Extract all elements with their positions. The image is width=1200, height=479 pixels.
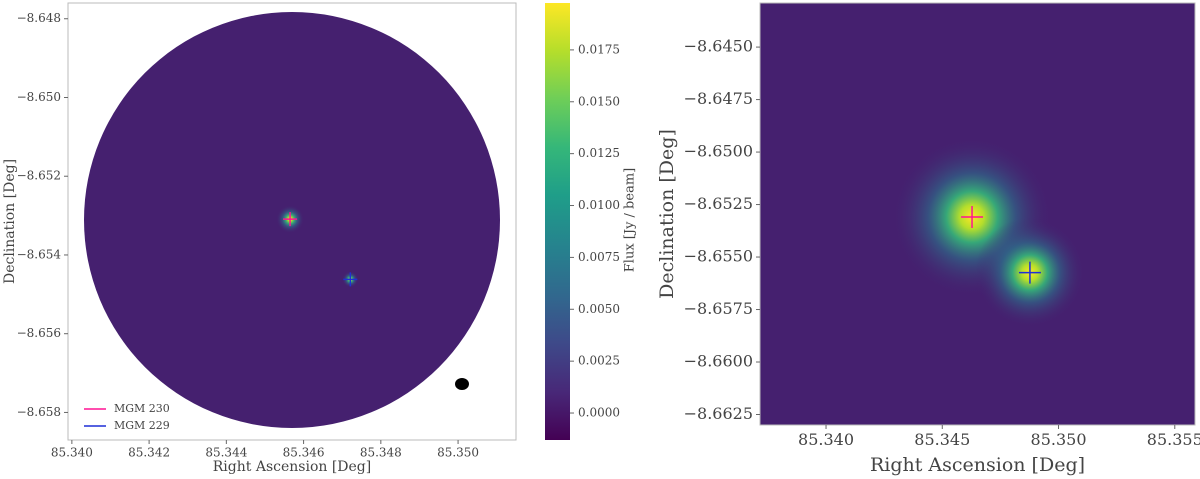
source-marker: [283, 212, 298, 227]
y-tick-label: −8.6475: [684, 89, 753, 108]
y-tick-label: −8.648: [17, 11, 61, 25]
x-axis-label: Right Ascension [Deg]: [870, 454, 1085, 476]
x-tick-label: 85.350: [1031, 430, 1087, 449]
colorbar-tick-label: 0.0100: [578, 198, 620, 212]
x-tick-label: 85.348: [360, 446, 402, 460]
x-tick-label: 85.344: [205, 446, 247, 460]
y-tick-label: −8.650: [17, 90, 61, 104]
x-tick-label: 85.345: [914, 430, 970, 449]
y-axis-label: Declination [Deg]: [2, 159, 18, 284]
y-tick-label: −8.658: [17, 405, 61, 419]
y-tick-label: −8.654: [17, 247, 62, 261]
colorbar-tick-label: 0.0125: [578, 146, 620, 160]
y-axis-label: Declination [Deg]: [656, 129, 678, 299]
y-tick-label: −8.6550: [684, 247, 753, 266]
source-marker: [1018, 261, 1041, 284]
y-tick-label: −8.6500: [684, 142, 753, 161]
colorbar: [545, 3, 570, 440]
y-tick-label: −8.656: [17, 326, 61, 340]
x-axis-label: Right Ascension [Deg]: [213, 459, 371, 475]
legend-label: MGM 230: [114, 402, 170, 415]
colorbar-tick-label: 0.0050: [578, 302, 620, 316]
source-marker: [343, 272, 358, 287]
x-tick-label: 85.340: [798, 430, 854, 449]
legend-label: MGM 229: [114, 419, 170, 432]
x-tick-label: 85.350: [437, 446, 479, 460]
colorbar-tick-label: 0.0175: [578, 42, 620, 56]
y-tick-label: −8.652: [17, 169, 61, 183]
x-tick-label: 85.342: [128, 446, 170, 460]
beam-ellipse: [455, 378, 469, 390]
y-tick-label: −8.6625: [684, 404, 753, 423]
x-tick-label: 85.340: [51, 446, 93, 460]
colorbar-label: Flux [Jy / beam]: [623, 168, 638, 272]
colorbar-tick-label: 0.0075: [578, 250, 620, 264]
source-marker: [961, 205, 984, 228]
y-tick-label: −8.6600: [684, 352, 753, 371]
x-tick-label: 85.346: [283, 446, 325, 460]
y-tick-label: −8.6450: [684, 37, 753, 56]
colorbar-tick-label: 0.0000: [578, 406, 620, 420]
y-tick-label: −8.6525: [684, 194, 753, 213]
colorbar-tick-label: 0.0025: [578, 354, 620, 368]
colorbar-tick-label: 0.0150: [578, 94, 620, 108]
x-tick-label: 85.355: [1147, 430, 1200, 449]
y-tick-label: −8.6575: [684, 299, 753, 318]
